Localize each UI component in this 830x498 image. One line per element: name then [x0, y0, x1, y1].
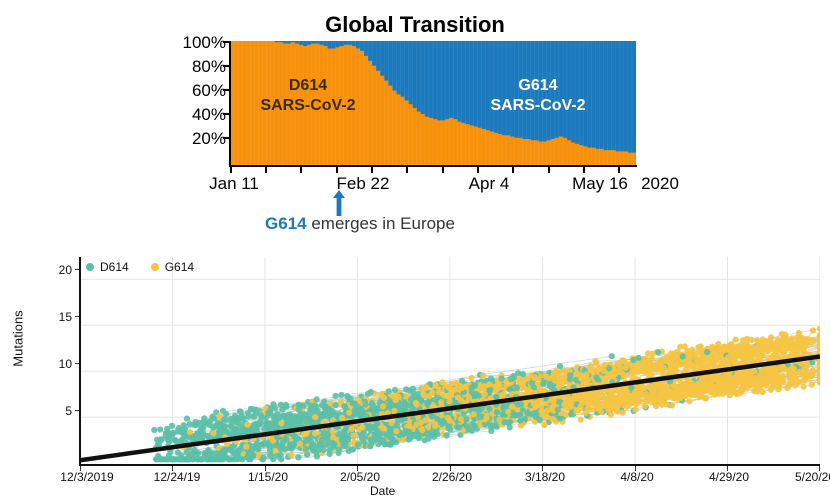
x-tick-mark: [406, 167, 408, 173]
x-tick-mark: [230, 167, 232, 173]
x-tick-label: 2020: [641, 174, 679, 193]
x-tick-label: May 16: [572, 174, 628, 193]
x-tick-label: Feb 22: [336, 174, 390, 193]
x-tick-mark: [172, 466, 173, 471]
y-tick-label: 15: [58, 310, 72, 324]
legend-item-g614[interactable]: G614: [150, 260, 195, 274]
bottom-chart-x-axis-line: [79, 464, 820, 466]
bottom-chart-y-axis-line: [79, 257, 81, 465]
d614-label-line2: SARS-CoV-2: [260, 97, 356, 115]
y-tick-mark: [223, 113, 230, 115]
regression-line: [80, 354, 820, 463]
y-tick-mark: [75, 316, 80, 317]
up-arrow-icon: [333, 190, 345, 216]
y-tick-label: 20%: [191, 129, 226, 148]
top-chart-y-axis-line: [229, 41, 231, 166]
y-tick-mark: [223, 89, 230, 91]
x-tick-mark: [371, 167, 373, 173]
legend-label: D614: [100, 260, 129, 274]
x-tick-mark: [548, 167, 550, 173]
x-tick-mark: [819, 466, 820, 471]
x-tick-mark: [512, 167, 514, 173]
y-tick-mark: [223, 65, 230, 67]
y-tick-label: 5: [65, 404, 72, 418]
top-chart-x-axis-line: [229, 165, 637, 167]
stacked-area-chart: [230, 41, 636, 165]
g614-area-label: G614 SARS-CoV-2: [458, 76, 618, 117]
legend-color-swatch: [86, 263, 94, 271]
mutations-scatter-panel: Mutations 20 15 10 5 12/3/2019 12/2: [0, 243, 830, 498]
x-tick-label: 12/3/2019: [60, 470, 114, 484]
area-stripe-texture: [233, 41, 633, 165]
d614-area-label: D614 SARS-CoV-2: [238, 76, 378, 117]
x-tick-mark: [300, 167, 302, 173]
x-tick-label: 4/29/20: [708, 470, 750, 484]
x-tick-mark: [583, 167, 585, 173]
y-tick-label: 40%: [191, 105, 226, 124]
d614-area: [230, 41, 636, 165]
x-tick-mark: [357, 466, 358, 471]
x-tick-label: Apr 4: [468, 174, 510, 193]
x-tick-mark: [618, 167, 620, 173]
x-tick-mark: [450, 466, 451, 471]
x-tick-label: 2/26/20: [431, 470, 473, 484]
x-tick-label: 3/18/20: [524, 470, 566, 484]
page-title: Global Transition: [325, 12, 505, 37]
stacked-area-svg: [230, 41, 636, 165]
x-axis-title: Date: [370, 484, 396, 498]
x-tick-mark: [265, 466, 266, 471]
y-tick-label: 80%: [191, 57, 226, 76]
x-tick-label: 2/05/20: [339, 470, 381, 484]
y-tick-label: 100%: [182, 33, 226, 52]
g614-label-line1: G614: [518, 77, 558, 94]
x-tick-label: Jan 11: [209, 174, 259, 193]
emergence-rest: emerges in Europe: [306, 214, 455, 233]
legend-label: G614: [164, 260, 195, 274]
x-tick-mark: [635, 466, 636, 471]
scatter-svg: [80, 257, 820, 465]
top-chart-y-axis: 100% 80% 60% 40% 20%: [162, 0, 226, 200]
y-tick-mark: [75, 269, 80, 270]
g614-label-line2: SARS-CoV-2: [490, 97, 586, 115]
scatter-chart: [80, 257, 820, 465]
x-tick-mark: [80, 466, 81, 471]
x-tick-label: 4/8/20: [620, 470, 654, 484]
y-axis-title: Mutations: [10, 310, 26, 367]
y-tick-label: 20: [58, 263, 72, 277]
x-tick-mark: [265, 167, 267, 173]
global-transition-panel: Global Transition 100% 80% 60% 40% 20%: [0, 0, 830, 245]
x-tick-label: 5/20/20: [794, 470, 830, 484]
x-tick-mark: [336, 167, 338, 173]
y-tick-mark: [75, 410, 80, 411]
legend-color-swatch: [150, 263, 159, 271]
x-tick-mark: [442, 167, 444, 173]
x-tick-label: 1/15/20: [247, 470, 289, 484]
d614-label-line1: D614: [288, 77, 328, 94]
x-tick-mark: [477, 167, 479, 173]
y-tick-mark: [75, 363, 80, 364]
legend: D614 G614: [86, 260, 194, 274]
legend-item-d614[interactable]: D614: [86, 260, 129, 274]
y-tick-mark: [223, 41, 230, 43]
emergence-annotation: G614 emerges in Europe: [150, 214, 570, 234]
y-tick-mark: [223, 137, 230, 139]
x-tick-label: 12/24/19: [153, 470, 201, 484]
y-tick-label: 10: [58, 357, 72, 371]
x-tick-mark: [727, 466, 728, 471]
y-tick-label: 60%: [191, 81, 226, 100]
emergence-highlight: G614: [265, 214, 307, 233]
x-tick-mark: [542, 466, 543, 471]
